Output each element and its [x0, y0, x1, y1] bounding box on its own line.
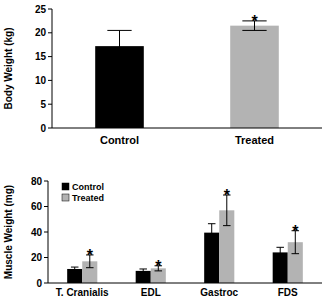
y-axis-title: Body Weight (kg)	[3, 27, 14, 109]
y-tick-label: 10	[35, 75, 47, 86]
error-bar	[107, 30, 131, 61]
error-bar	[208, 224, 216, 242]
y-tick-label: 15	[35, 51, 47, 62]
y-axis	[48, 181, 49, 283]
y-tick	[48, 9, 52, 10]
y-tick-label: 0	[40, 123, 46, 134]
y-tick	[48, 128, 52, 129]
bar	[230, 26, 279, 128]
y-tick	[48, 80, 52, 81]
x-tick-label: T. Cranialis	[56, 287, 109, 298]
marks	[95, 21, 279, 128]
chart-1: 0 20 40 60 80 Muscle Weight (mg) T. Cranialis E…	[3, 176, 322, 299]
error-cap	[139, 268, 147, 269]
significance-mark: *	[155, 258, 162, 275]
error-cap	[71, 270, 79, 271]
y-tick-label: 40	[31, 227, 43, 238]
error-cap	[71, 267, 79, 268]
y-tick	[44, 232, 48, 233]
x-tick-label: Control	[100, 134, 139, 146]
error-cap	[139, 272, 147, 273]
marks	[67, 195, 303, 283]
y-tick-label: 25	[35, 4, 47, 15]
y-tick-label: 80	[31, 176, 43, 187]
figure: 0510152025Body Weight (kg)ControlTreated…	[0, 0, 330, 305]
y-tick	[44, 206, 48, 207]
significance-mark: *	[292, 223, 299, 240]
y-tick	[44, 181, 48, 182]
error-line	[280, 247, 281, 257]
bar	[67, 269, 82, 283]
error-cap	[208, 223, 216, 224]
legend-label: Control	[72, 182, 104, 192]
y-tick-label: 20	[31, 252, 43, 263]
y-tick-label: 20	[35, 27, 47, 38]
y-tick-label: 0	[36, 278, 42, 289]
error-line	[143, 269, 144, 273]
chart-0: 0 5 10 15 20 25 Body Weight (kg) Control Treated…	[3, 4, 322, 147]
y-axis-title: Muscle Weight (mg)	[3, 185, 14, 279]
error-cap	[208, 241, 216, 242]
error-cap	[242, 30, 266, 31]
legend-swatch	[62, 194, 69, 201]
error-bar	[139, 269, 147, 273]
y-tick	[44, 283, 48, 284]
y-tick	[48, 104, 52, 105]
y-tick-label: 60	[31, 201, 43, 212]
error-bar	[71, 267, 79, 271]
x-tick-label: Treated	[235, 134, 274, 146]
error-line	[119, 30, 120, 61]
x-tick-label: Gastroc	[200, 287, 238, 298]
error-line	[74, 267, 75, 271]
bar	[136, 271, 151, 283]
error-cap	[86, 267, 94, 268]
error-bar	[276, 247, 284, 257]
error-cap	[223, 225, 231, 226]
x-tick-label: FDS	[278, 287, 298, 298]
significance-mark: *	[224, 187, 231, 204]
error-cap	[292, 253, 300, 254]
y-tick	[44, 257, 48, 258]
x-axis	[48, 283, 322, 284]
error-cap	[107, 61, 131, 62]
error-cap	[107, 30, 131, 31]
legend: ControlTreated	[62, 182, 104, 203]
y-axis	[52, 9, 53, 128]
x-tick-label: EDL	[141, 287, 161, 298]
y-tick-label: 5	[40, 99, 46, 110]
y-tick	[48, 56, 52, 57]
legend-label: Treated	[72, 193, 104, 203]
error-line	[211, 224, 212, 242]
y-tick	[48, 32, 52, 33]
significance-mark: *	[87, 247, 94, 264]
error-cap	[276, 247, 284, 248]
significance-mark: *	[251, 13, 258, 30]
legend-swatch	[62, 183, 69, 190]
error-cap	[276, 257, 284, 258]
x-axis	[52, 128, 322, 129]
